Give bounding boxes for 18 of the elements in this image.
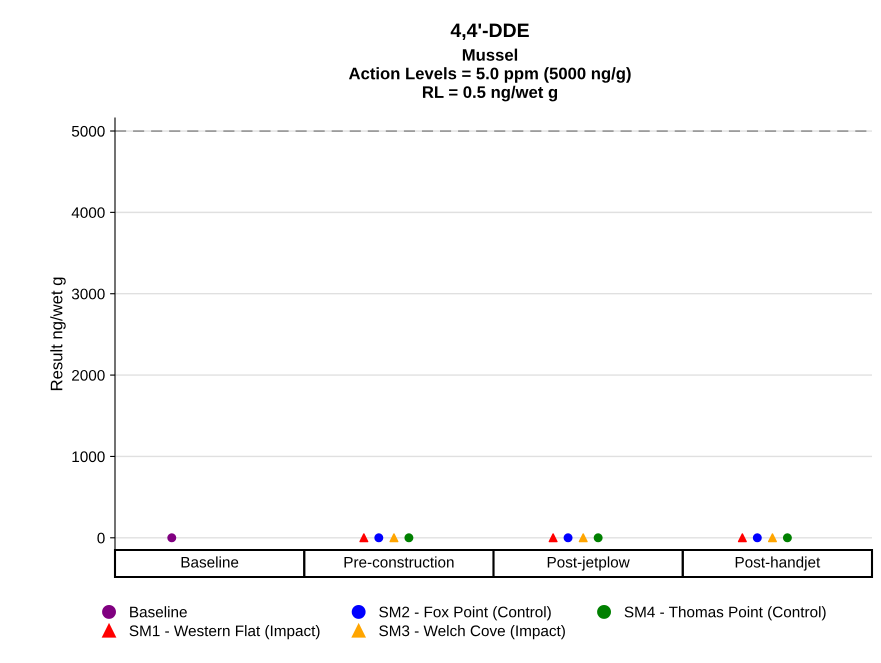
- y-tick-label: 1000: [72, 451, 105, 462]
- x-tick-label: Baseline: [182, 556, 238, 568]
- x-tick-label: Pre-construction: [344, 556, 454, 568]
- y-tick-label: 2000: [72, 370, 105, 381]
- x-tick-label: Post-jetplow: [548, 556, 630, 571]
- legend-label: SM1 - Western Flat (Impact): [130, 625, 320, 640]
- legend-label: Baseline: [130, 606, 187, 618]
- x-tick-label: Post-handjet: [736, 556, 820, 571]
- legend-label: SM2 - Fox Point (Control): [379, 606, 551, 620]
- legend-label: SM3 - Welch Cove (Impact): [379, 625, 565, 640]
- chart-title: 4,4'-DDE: [450, 24, 529, 40]
- y-tick-label: 5000: [72, 126, 105, 137]
- legend-label: SM4 - Thomas Point (Control): [624, 606, 826, 620]
- chart-subtitle: Mussel Action Levels = 5.0 ppm (5000 ng/g) RL = 0.5 ng/wet g: [348, 48, 631, 102]
- y-axis-title: Result ng/wet g: [50, 278, 66, 390]
- y-tick-label: 4000: [72, 207, 105, 218]
- y-tick-label: 3000: [72, 288, 105, 300]
- y-tick-label: 0: [97, 532, 105, 544]
